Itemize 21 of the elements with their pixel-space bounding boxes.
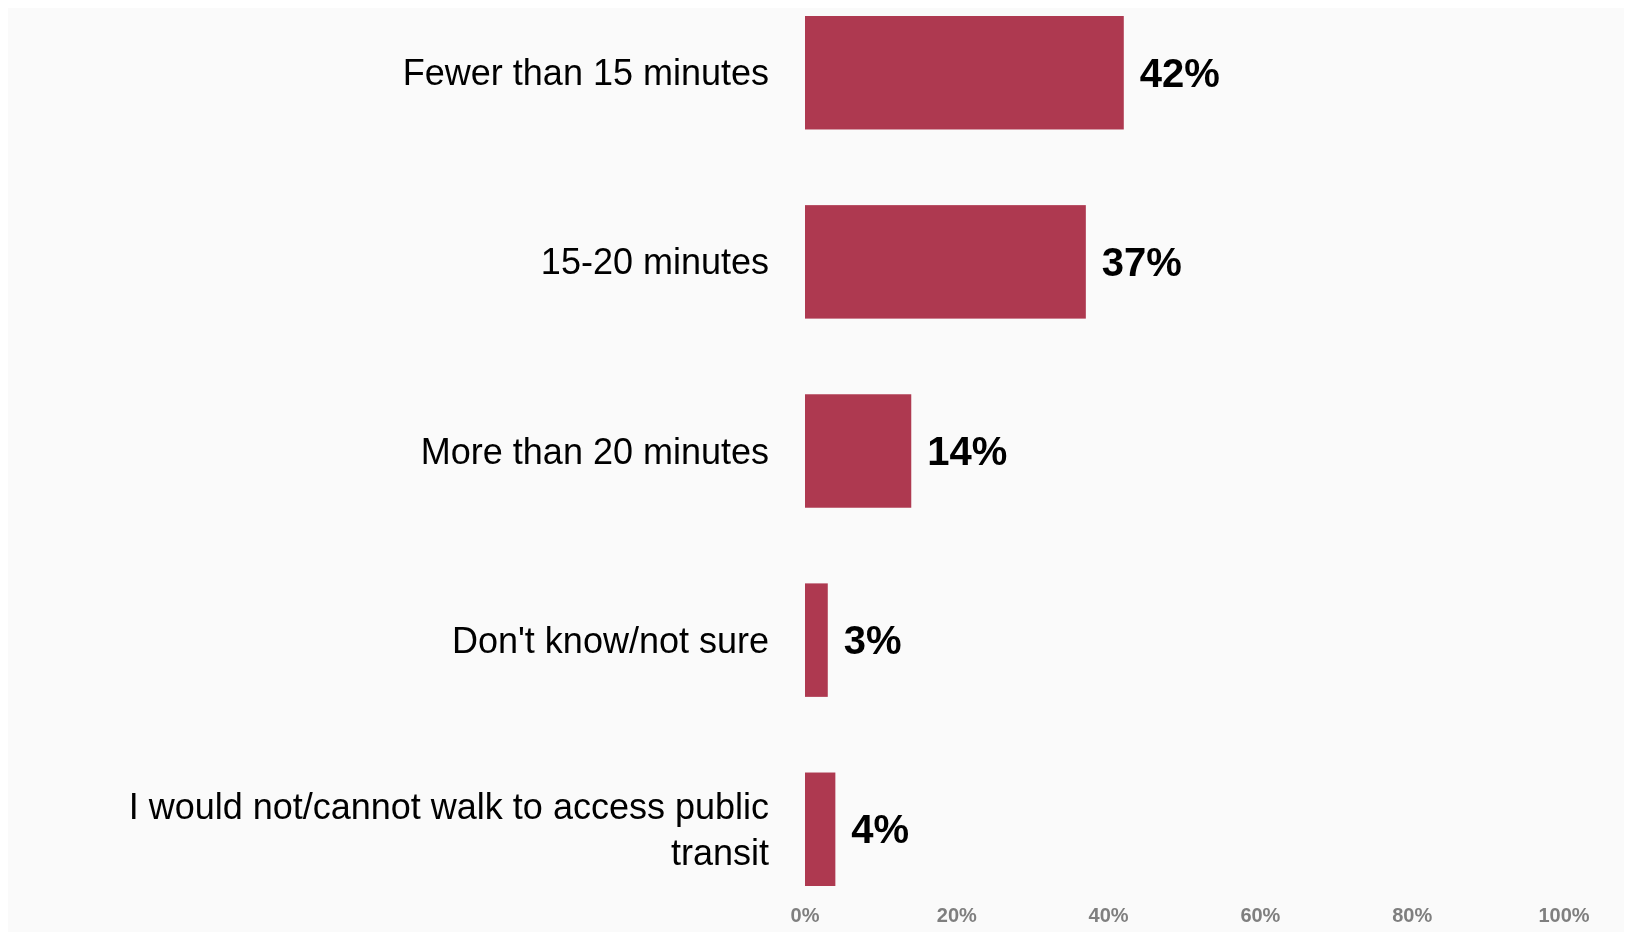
bar <box>805 394 912 508</box>
x-tick-label: 40% <box>1088 904 1129 926</box>
x-tick-label: 80% <box>1392 904 1433 926</box>
data-label: 4% <box>851 807 910 852</box>
bar <box>805 205 1086 319</box>
y-tick-label: I would not/cannot walk to access public transit <box>128 785 769 873</box>
y-tick-label: Don't know/not sure <box>451 619 769 661</box>
data-label: 37% <box>1101 239 1182 284</box>
x-tick-label: 0% <box>790 904 820 926</box>
x-tick-label: 60% <box>1240 904 1281 926</box>
data-label: 3% <box>843 618 902 663</box>
y-tick-label: More than 20 minutes <box>420 430 769 472</box>
x-tick-label: 20% <box>936 904 978 926</box>
bar <box>805 772 836 886</box>
bar <box>805 583 828 697</box>
x-tick-label: 100% <box>1538 904 1590 926</box>
data-label: 42% <box>1139 50 1220 95</box>
data-label: 14% <box>927 429 1008 473</box>
y-tick-label: Fewer than 15 minutes <box>402 52 769 94</box>
bar <box>805 16 1124 130</box>
y-tick-label: 15-20 minutes <box>540 241 769 283</box>
